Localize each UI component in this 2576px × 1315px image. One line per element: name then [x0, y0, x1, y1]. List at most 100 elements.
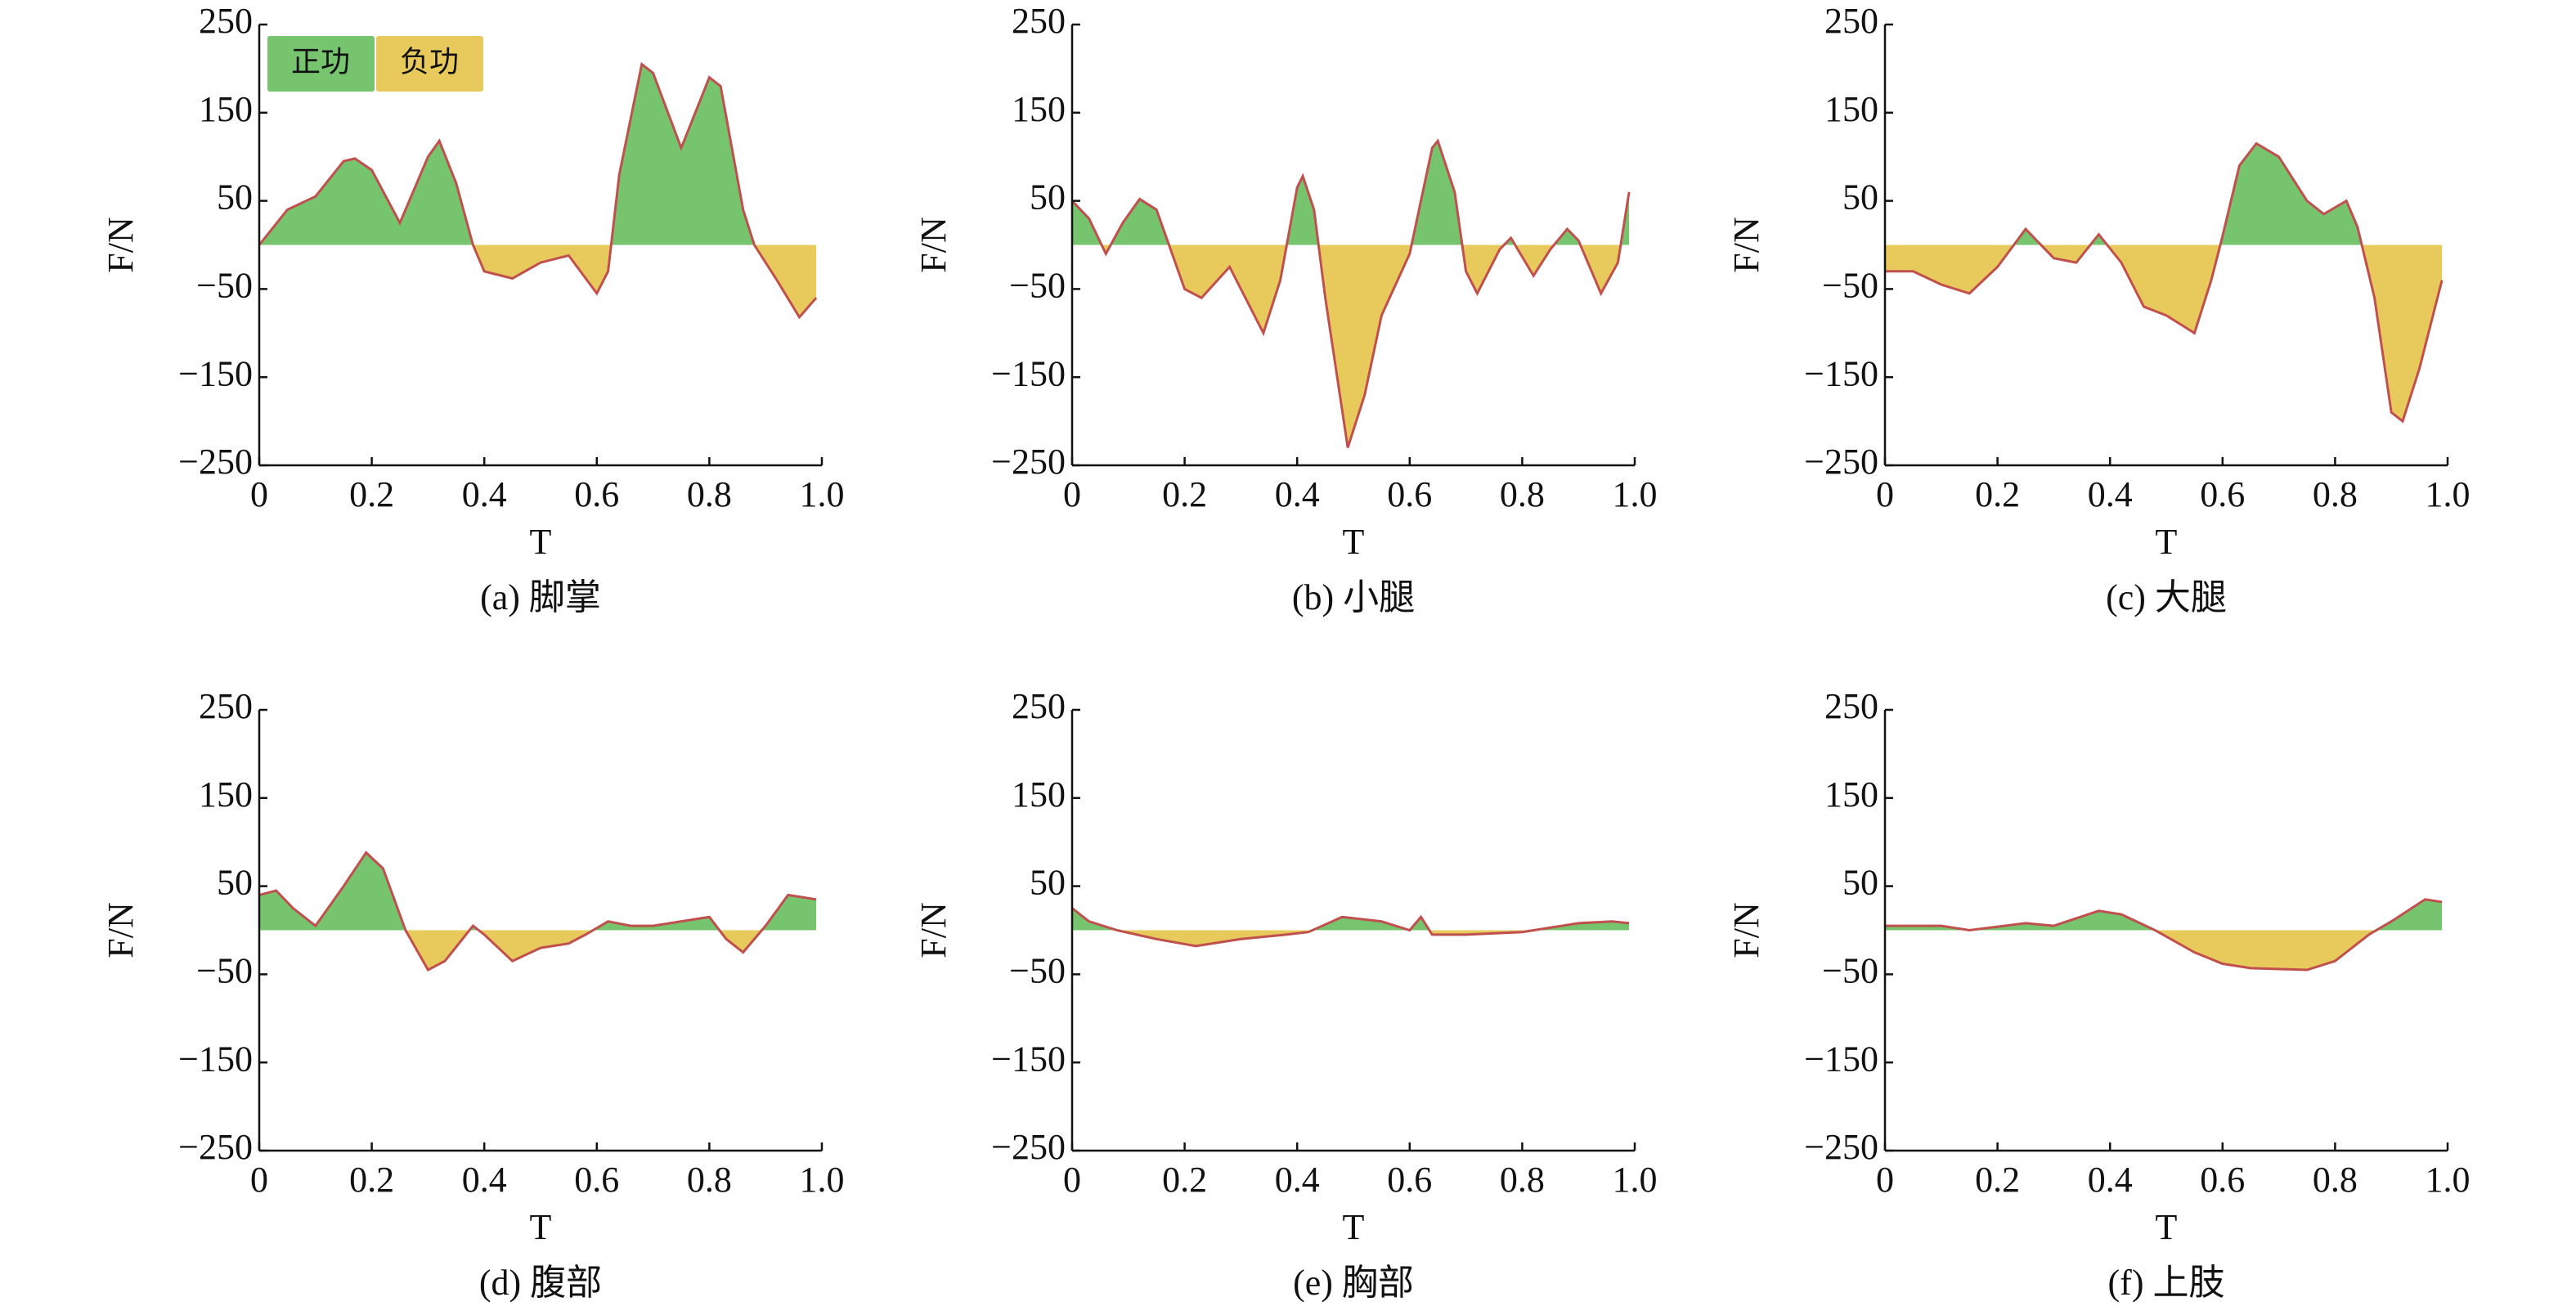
- x-tick-label: 0.4: [462, 474, 507, 514]
- y-tick-label: −250: [1804, 442, 1878, 482]
- negative-area: [259, 245, 817, 317]
- chart-panel: −250 −150 −50 50 150 250 0 0.2 0.4 0.6 0.8 1.0 T F/N (…: [1726, 1, 2470, 617]
- legend-label: 正功: [291, 45, 350, 78]
- x-axis-label: T: [530, 522, 552, 562]
- y-tick-label: 250: [1824, 1, 1878, 41]
- x-tick-label: 0.6: [2200, 474, 2245, 514]
- data-line: [258, 850, 817, 972]
- y-tick-label: 250: [1012, 1, 1066, 41]
- y-tick-label: 150: [199, 89, 253, 129]
- negative-area: [259, 930, 817, 970]
- x-tick-label: 0.8: [687, 1160, 732, 1200]
- y-tick-label: 150: [1012, 774, 1066, 815]
- x-axis-label: T: [1343, 1207, 1365, 1247]
- panel-caption: (d) 腹部: [479, 1263, 602, 1303]
- y-tick-label: 50: [217, 863, 253, 903]
- y-tick-label: −50: [1009, 950, 1066, 990]
- x-tick-label: 0.4: [2088, 474, 2133, 514]
- panel-caption: (a) 脚掌: [480, 577, 601, 617]
- y-axis-label: F/N: [913, 902, 954, 958]
- x-tick-label: 0.8: [1500, 1160, 1545, 1200]
- y-axis-label: F/N: [1726, 217, 1766, 272]
- x-tick-label: 1.0: [1613, 1160, 1658, 1200]
- x-tick-label: 0.6: [574, 474, 619, 514]
- x-tick-label: 0.8: [2313, 1160, 2358, 1200]
- x-tick-label: 0.6: [1387, 474, 1432, 514]
- x-tick-label: 0.4: [462, 1160, 507, 1200]
- y-tick-label: −50: [196, 265, 253, 305]
- x-tick-label: 0.4: [1275, 1160, 1320, 1200]
- y-tick-label: −50: [1822, 265, 1878, 305]
- legend-swatch: [267, 36, 375, 92]
- x-tick-label: 0: [1063, 474, 1081, 514]
- negative-area: [1072, 245, 1630, 448]
- y-tick-label: 50: [1030, 177, 1066, 218]
- x-axis-label: T: [2156, 522, 2178, 562]
- y-tick-label: 250: [1012, 686, 1066, 726]
- positive-area: [1885, 899, 2443, 931]
- positive-area: [1885, 143, 2443, 245]
- panel-caption: (b) 小腿: [1292, 577, 1415, 617]
- x-tick-label: 0.8: [2313, 474, 2358, 514]
- y-tick-label: −50: [196, 950, 253, 990]
- x-tick-label: 1.0: [800, 474, 845, 514]
- x-tick-label: 0.4: [2088, 1160, 2133, 1200]
- y-axis-label: F/N: [1726, 902, 1766, 958]
- x-tick-label: 0: [1063, 1160, 1081, 1200]
- x-tick-label: 0: [250, 1160, 268, 1200]
- chart-panel: −250 −150 −50 50 150 250 0 0.2 0.4 0.6 0.8 1.0 T F/N (…: [101, 686, 844, 1303]
- negative-area: [1885, 930, 2443, 970]
- x-tick-label: 0.4: [1275, 474, 1320, 514]
- x-axis-label: T: [2156, 1207, 2178, 1247]
- chart-panel: −250 −150 −50 50 150 250 0 0.2 0.4 0.6 0.8 1.0 T F/N (…: [101, 1, 844, 617]
- y-tick-label: −50: [1009, 265, 1066, 305]
- y-tick-label: −250: [178, 1127, 253, 1167]
- y-tick-label: −150: [991, 1039, 1066, 1079]
- panel-caption: (f) 上肢: [2108, 1263, 2225, 1303]
- negative-area: [1072, 930, 1630, 946]
- y-tick-label: −150: [991, 353, 1066, 393]
- x-tick-label: 1.0: [800, 1160, 845, 1200]
- x-tick-label: 0.8: [1500, 474, 1545, 514]
- x-axis-label: T: [530, 1207, 552, 1247]
- positive-area: [259, 852, 817, 931]
- x-tick-label: 0.6: [1387, 1160, 1432, 1200]
- x-tick-label: 0.2: [349, 1160, 394, 1200]
- data-line: [1885, 898, 2443, 972]
- chart-panel: −250 −150 −50 50 150 250 0 0.2 0.4 0.6 0.8 1.0 T F/N (…: [913, 1, 1657, 617]
- positive-area: [1072, 908, 1630, 931]
- data-line: [258, 61, 818, 320]
- y-tick-label: 150: [199, 774, 253, 815]
- y-tick-label: −250: [991, 442, 1066, 482]
- x-tick-label: 0.2: [349, 474, 394, 514]
- x-tick-label: 0.6: [2200, 1160, 2245, 1200]
- y-tick-label: −50: [1822, 950, 1878, 990]
- panel-caption: (e) 胸部: [1293, 1263, 1414, 1303]
- y-tick-label: −250: [178, 442, 253, 482]
- x-tick-label: 0: [250, 474, 268, 514]
- x-tick-label: 0.2: [1975, 474, 2020, 514]
- positive-area: [1072, 141, 1630, 245]
- y-tick-label: 150: [1824, 89, 1878, 129]
- x-tick-label: 0.6: [574, 1160, 619, 1200]
- x-tick-label: 0: [1876, 1160, 1894, 1200]
- y-tick-label: −150: [1804, 1039, 1878, 1079]
- x-axis-label: T: [1343, 522, 1365, 562]
- y-tick-label: −250: [991, 1127, 1066, 1167]
- chart-panel: −250 −150 −50 50 150 250 0 0.2 0.4 0.6 0.8 1.0 T F/N (…: [1726, 686, 2470, 1303]
- y-tick-label: 150: [1012, 89, 1066, 129]
- data-line: [1070, 138, 1631, 448]
- y-axis-label: F/N: [101, 902, 141, 958]
- y-tick-label: −250: [1804, 1127, 1878, 1167]
- y-axis-label: F/N: [913, 217, 954, 272]
- y-tick-label: −150: [1804, 353, 1878, 393]
- y-axis-label: F/N: [101, 217, 141, 272]
- x-tick-label: 0.2: [1162, 1160, 1207, 1200]
- legend-swatch: [376, 36, 483, 92]
- y-tick-label: 50: [217, 177, 253, 218]
- chart-panel: −250 −150 −50 50 150 250 0 0.2 0.4 0.6 0.8 1.0 T F/N (…: [913, 686, 1657, 1303]
- x-tick-label: 0.2: [1162, 474, 1207, 514]
- x-tick-label: 0.2: [1975, 1160, 2020, 1200]
- x-tick-label: 1.0: [2426, 474, 2471, 514]
